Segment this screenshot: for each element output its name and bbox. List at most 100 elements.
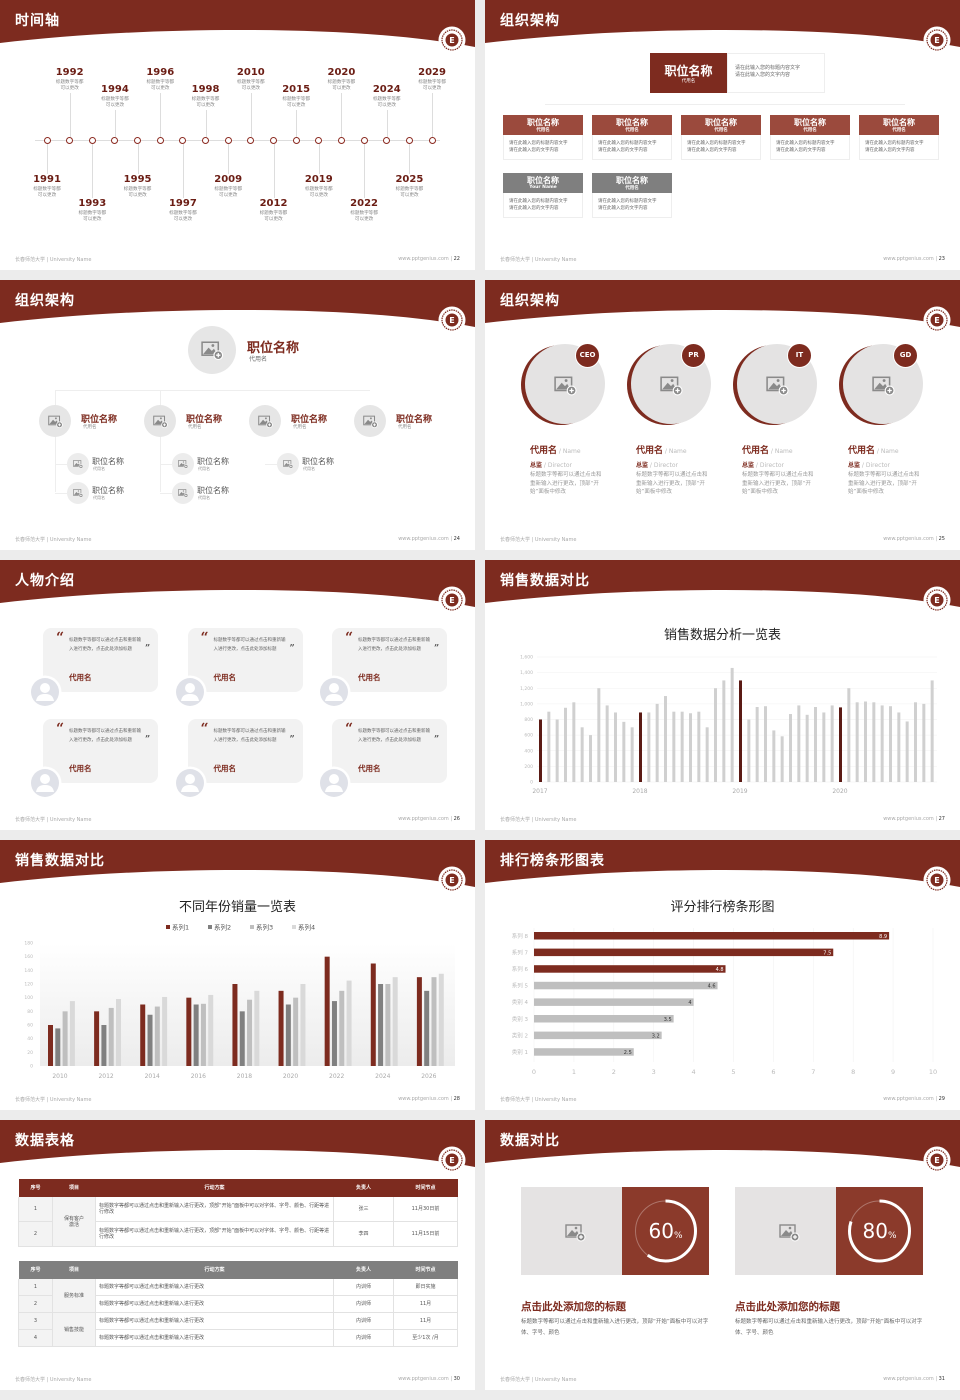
avatar-placeholder[interactable] (277, 453, 299, 475)
table-row: 1 保有客户 激活 标题数字等都可以通过点击和重新输入进行更改，顶部“开始”面板中可… (18, 1196, 458, 1247)
timeline-dot[interactable] (88, 137, 96, 144)
timeline-dot[interactable] (405, 137, 413, 144)
logo-ring (926, 869, 948, 891)
shape (49, 419, 59, 424)
position-title: 职位名称 (527, 118, 559, 127)
timeline-dot[interactable] (134, 137, 142, 144)
bar (48, 1025, 53, 1066)
timeline-dot[interactable] (292, 137, 300, 144)
timeline-year: 2010 (236, 67, 265, 78)
timeline-dot[interactable] (43, 137, 51, 144)
timeline-year: 1997 (168, 198, 197, 209)
timeline-dot[interactable] (66, 137, 74, 144)
shape (216, 353, 221, 358)
page-number: 27 (938, 816, 945, 822)
avatar-placeholder[interactable] (249, 405, 281, 437)
avatar-placeholder[interactable] (67, 453, 89, 475)
shape (79, 494, 82, 497)
logo-mark: E (934, 1156, 939, 1165)
bar (614, 712, 617, 782)
person-card[interactable]: “标题数字等都可以通过点击和重新输入进行更改，点击此处添加标题” 代用名 (332, 718, 447, 783)
member-role-en: / Director (860, 462, 890, 469)
footer-right: www.pptgenius.com | 28 (398, 1096, 460, 1102)
member-role-en: / Director (542, 462, 572, 469)
position-card[interactable]: 职位名称 代用名 请在此输入您的标题内容文字 请在此输入您的文字内容 (592, 173, 672, 218)
sales-bar-chart: 0 200 400 600 800 1,000 1,200 1,400 1,600 2017 201… (520, 655, 937, 795)
logo-ring (926, 29, 948, 51)
chart-title: 评分排行榜条形图 (670, 900, 775, 915)
timeline-dot[interactable] (247, 137, 255, 144)
avatar-placeholder[interactable] (39, 405, 71, 437)
bar (108, 1007, 114, 1066)
bar (605, 705, 609, 782)
shape (179, 463, 186, 466)
position-card[interactable]: 职位名称 代用名 请在此输入您的标题内容文字 请在此输入您的文字内容 (592, 115, 672, 160)
avatar-placeholder[interactable] (188, 326, 236, 374)
avatar-placeholder[interactable] (144, 405, 176, 437)
timeline-desc: 标题数字等都 可以更改 (214, 187, 242, 198)
person-card[interactable]: “标题数字等都可以通过点击和重新输入进行更改，点击此处添加标题” 代用名 (332, 628, 447, 692)
footer-sep: | (933, 816, 939, 822)
position-card[interactable]: 职位名称 代用名 请在此输入您的标题内容文字 请在此输入您的文字内容 (503, 115, 583, 160)
member-desc: 标题数字等都可以通过点击和重新输入进行更改，顶部“开始”面板中修改 (848, 472, 920, 495)
position-sub: 代用名 (625, 128, 639, 133)
timeline-desc: 标题数字等都 可以更改 (169, 211, 197, 222)
timeline-year: 2020 (327, 67, 356, 78)
person-card[interactable]: “标题数字等都可以通过点击和重新输入进行更改，点击此处添加标题” 代用名 (187, 718, 303, 783)
avatar-placeholder[interactable] (172, 453, 194, 475)
shape (660, 376, 679, 392)
page-number: 28 (453, 1096, 460, 1102)
position-desc: 请在此输入您的标题内容文字 请在此输入您的文字内容 (776, 141, 835, 153)
x-tick-label: 10 (929, 1068, 937, 1076)
slide-29: 排行榜条形图表 E 长春师范大学 | University Name www.pptg… (485, 840, 960, 1110)
timeline-dot[interactable] (337, 137, 345, 144)
item-title[interactable]: 点击此处添加您的标题 (521, 1301, 626, 1313)
member-name: 代用名 / Name (742, 438, 793, 457)
position-card[interactable]: 职位名称 代用名 请在此输入您的标题内容文字 请在此输入您的文字内容 (770, 115, 850, 160)
badge-label: CEO (579, 351, 596, 359)
legend-swatch (250, 925, 254, 929)
item-title[interactable]: 点击此处添加您的标题 (735, 1301, 840, 1313)
row-number: 2 (18, 1295, 53, 1313)
timeline-dot[interactable] (111, 137, 119, 144)
shape (184, 494, 187, 497)
timeline-year: 2024 (372, 84, 401, 95)
shape (74, 463, 81, 466)
timeline-dot[interactable] (202, 137, 210, 144)
slide-title: 数据表格 (15, 1133, 75, 1149)
x-tick-label: 2019 (732, 788, 747, 795)
y-tick-label: 1,200 (520, 686, 533, 692)
timeline-year: 1992 (55, 67, 84, 78)
position-card[interactable]: 职位名称 Your Name 请在此输入您的标题内容文字 请在此输入您的文字内容 (503, 173, 583, 218)
person-card[interactable]: “标题数字等都可以通过点击和重新输入进行更改，点击此处添加标题” 代用名 (43, 628, 158, 692)
position-card[interactable]: 职位名称 代用名 请在此输入您的标题内容文字 请在此输入您的文字内容 (681, 115, 761, 160)
person-quote: 标题数字等都可以通过点击和重新输入进行更改，点击此处添加标题 (69, 638, 141, 652)
timeline-dot[interactable] (360, 137, 368, 144)
bar (622, 721, 626, 782)
row-number: 2 (18, 1221, 53, 1247)
university-logo: E (438, 866, 466, 894)
university-logo: E (438, 586, 466, 614)
timeline-dot[interactable] (179, 137, 187, 144)
footer-sep: | (933, 1096, 939, 1102)
shape (267, 423, 271, 427)
person-card[interactable]: “标题数字等都可以通过点击和重新输入进行更改，点击此处添加标题” 代用名 (43, 718, 158, 783)
avatar-placeholder[interactable] (172, 482, 194, 504)
top-position-box[interactable]: 职位名称 代用名 (650, 53, 727, 93)
position-card[interactable]: 职位名称 代用名 请在此输入您的标题内容文字 请在此输入您的文字内容 (859, 115, 939, 160)
footer-site: www.pptgenius.com (398, 256, 449, 262)
avatar-placeholder[interactable] (67, 482, 89, 504)
timeline-dot[interactable] (383, 137, 391, 144)
timeline-dot[interactable] (428, 137, 436, 144)
timeline-dot[interactable] (156, 137, 164, 144)
timeline-dot[interactable] (270, 137, 277, 144)
person-card[interactable]: “标题数字等都可以通过点击和重新输入进行更改，点击此处添加标题” 代用名 (187, 628, 303, 692)
footer-sep: | (933, 536, 939, 542)
avatar-placeholder[interactable] (354, 405, 386, 437)
timeline-connector (409, 144, 410, 174)
quote-close-icon: ” (145, 644, 151, 654)
bar (534, 965, 726, 973)
timeline-dot[interactable] (224, 137, 232, 144)
timeline-dot[interactable] (315, 137, 323, 144)
bar (416, 977, 422, 1066)
